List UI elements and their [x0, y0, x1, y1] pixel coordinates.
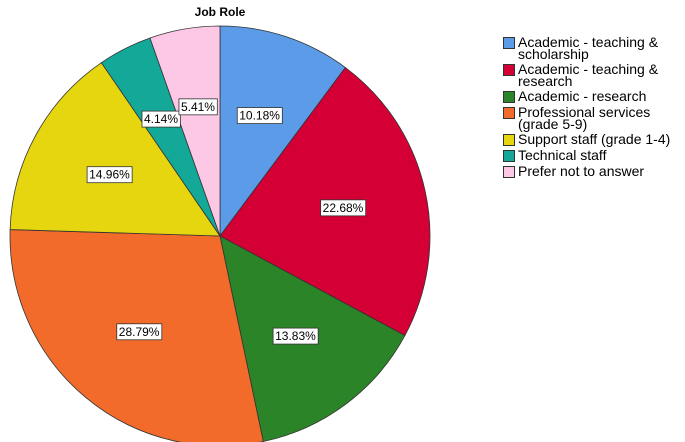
legend-item: Academic - teaching & research: [503, 61, 685, 89]
legend-item: Support staff (grade 1-4): [503, 131, 685, 147]
value-label: 14.96%: [89, 168, 130, 182]
value-label-box: [116, 323, 163, 341]
legend-item: Academic - teaching & scholarship: [503, 34, 685, 62]
legend: Academic - teaching & scholarship Academi…: [503, 34, 685, 181]
pie-slice: [219, 25, 346, 238]
legend-item: Professional services (grade 5-9): [503, 104, 685, 132]
legend-label: Academic - research: [518, 88, 647, 104]
legend-label: Support staff (grade 1-4): [518, 131, 671, 147]
legend-label: Academic - teaching & research: [518, 61, 659, 89]
legend-swatch: [503, 91, 515, 103]
legend-swatch: [503, 107, 515, 119]
value-label-box: [178, 98, 218, 116]
value-label: 4.14%: [144, 112, 178, 126]
legend-swatch: [503, 150, 515, 162]
chart-title: Job Role: [195, 5, 246, 19]
legend-item: Academic - research: [503, 88, 685, 104]
legend-swatch: [503, 37, 515, 49]
legend-label: Technical staff: [518, 147, 607, 163]
value-label-box: [320, 199, 367, 217]
value-label: 28.79%: [119, 325, 160, 339]
value-label-box: [141, 110, 181, 128]
legend-swatch: [503, 134, 515, 146]
value-label: 13.83%: [275, 329, 316, 343]
legend-item: Prefer not to answer: [503, 163, 685, 179]
pie-slice: [149, 25, 221, 237]
legend-label: Prefer not to answer: [518, 163, 645, 179]
legend-swatch: [503, 166, 515, 178]
legend-label: Academic - teaching & scholarship: [518, 34, 659, 62]
value-label: 22.68%: [323, 201, 364, 215]
value-label-box: [86, 166, 133, 184]
legend-swatch: [503, 64, 515, 76]
value-label-box: [236, 107, 283, 124]
value-label: 10.18%: [239, 109, 280, 123]
value-label: 5.41%: [181, 100, 215, 114]
legend-label: Professional services (grade 5-9): [518, 104, 651, 132]
legend-item: Technical staff: [503, 147, 685, 163]
value-label-box: [272, 327, 319, 345]
pie-slice: [9, 62, 221, 237]
